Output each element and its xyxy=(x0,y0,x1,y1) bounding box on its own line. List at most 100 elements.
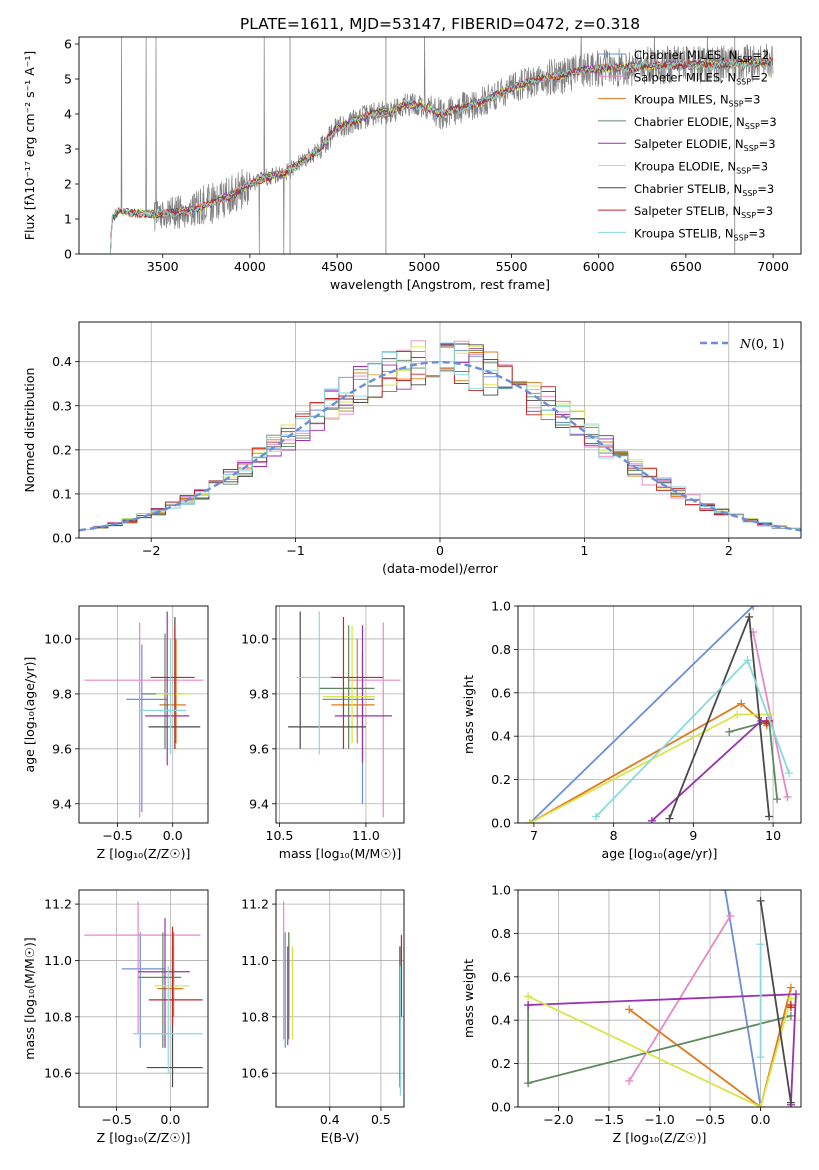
x-tick-label: 0.0 xyxy=(751,1112,771,1127)
legend-label-sub: SSP xyxy=(737,55,752,64)
plot-area xyxy=(110,37,774,254)
x-tick-label: −2 xyxy=(142,543,160,558)
panel-mass-weight-vs-metallicity: −2.0 −1.5 −1.0 −0.5 0.0 0.0 0.2 0.4 0.6 0.8 1.0 Z [… xyxy=(461,883,802,1145)
y-tick-label: 5 xyxy=(64,72,72,87)
y-tick-label: 1 xyxy=(64,212,72,227)
x-tick-label: −0.5 xyxy=(695,1112,725,1127)
figure-title: PLATE=1611, MJD=53147, FIBERID=0472, z=0… xyxy=(240,15,640,33)
weight-line-chab_miles xyxy=(724,890,762,1107)
y-tick-label: 0.3 xyxy=(52,398,72,413)
model-line-krou_stelib xyxy=(110,56,773,254)
axes-frame xyxy=(275,889,405,1108)
x-tick-label: 6000 xyxy=(583,259,615,274)
errorbar-point-salp_stelib xyxy=(150,625,195,749)
legend-label-end: =3 xyxy=(757,182,774,196)
errorbar-point-salp_elodie xyxy=(145,611,190,766)
legend-label-sub: SSP xyxy=(745,122,760,131)
model-line-chab_elodie xyxy=(110,56,774,254)
y-tick-label: 0.1 xyxy=(52,486,72,501)
weight-marker-krou_elodie xyxy=(524,992,533,1001)
legend-label-main: Kroupa STELIB, N xyxy=(634,226,734,240)
errorbar-point-chab_elodie xyxy=(319,625,375,749)
legend-label: Salpeter STELIB, NSSP=3 xyxy=(634,204,773,220)
weight-marker-salp_elodie xyxy=(647,816,656,823)
model-line-salp_stelib xyxy=(110,56,774,254)
legend-label-normal-italic: N xyxy=(739,336,752,351)
legend-label-main: Salpeter STELIB, N xyxy=(634,204,741,218)
y-tick-label: 1.0 xyxy=(491,883,511,898)
y-axis-label: mass [log₁₀(M/M☉)] xyxy=(22,937,37,1059)
model-line-krou_miles xyxy=(110,57,774,254)
axes-frame xyxy=(517,889,802,1108)
y-tick-label: 1.0 xyxy=(491,599,511,614)
weight-marker-krou_stelib xyxy=(756,940,765,949)
y-tick-label: 10.6 xyxy=(241,1066,269,1081)
x-tick-label: 10.5 xyxy=(266,828,294,843)
x-tick-label: 10 xyxy=(765,828,781,843)
weight-marker-salp_miles xyxy=(625,1076,634,1085)
legend-label-main: Chabrier ELODIE, N xyxy=(634,115,745,129)
legend-label-end: =2 xyxy=(752,48,769,62)
y-tick-label: 2 xyxy=(64,177,72,192)
x-tick-label: 7 xyxy=(530,828,538,843)
legend-label-end: =3 xyxy=(744,93,761,107)
y-tick-label: 9.4 xyxy=(249,796,269,811)
x-tick-label: 9 xyxy=(689,828,697,843)
x-tick-label: 1 xyxy=(580,543,588,558)
y-tick-label: 0 xyxy=(64,247,72,262)
model-line-salp_elodie xyxy=(110,57,774,254)
panel-mass-vs-reddening: 0.4 0.5 10.6 10.8 11.0 11.2 E(B-V) xyxy=(241,889,405,1145)
legend-label-end: =3 xyxy=(759,137,776,151)
panel-spectrum: 3500 4000 4500 5000 5500 6000 6500 7000 0 1 2 3 4 5 6 w… xyxy=(22,36,802,292)
y-axis-label: Normed distribution xyxy=(22,368,37,493)
y-tick-label: 10.0 xyxy=(241,631,269,646)
errorbar-point-salp_miles xyxy=(348,622,401,818)
x-tick-label: −1.0 xyxy=(644,1112,674,1127)
panel-mass-vs-metallicity: −0.5 0.0 10.6 10.8 11.0 11.2 Z [log₁₀(Z/Z☉)] ma… xyxy=(22,889,209,1145)
errorbar-point-krou_miles xyxy=(159,638,186,744)
x-axis-label: age [log₁₀(age/yr)] xyxy=(602,846,718,861)
y-axis-label: mass weight xyxy=(461,675,476,754)
y-tick-label: 0.2 xyxy=(491,1056,511,1071)
weight-marker-chab_miles xyxy=(721,890,730,894)
y-tick-label: 9.6 xyxy=(249,741,269,756)
weight-marker-krou_stelib xyxy=(756,1053,765,1062)
plot-area xyxy=(288,611,401,818)
y-tick-label: 9.6 xyxy=(52,741,72,756)
x-axis-label: Z [log₁₀(Z/Z☉)] xyxy=(97,846,191,861)
plot-area xyxy=(524,890,800,1107)
y-tick-label: 0.6 xyxy=(491,685,511,700)
legend-label-main: Kroupa MILES, N xyxy=(634,93,729,107)
weight-marker-krou_miles xyxy=(737,699,746,708)
y-tick-label: 0.4 xyxy=(491,729,511,744)
y-tick-label: 0.2 xyxy=(52,442,72,457)
x-axis-label: wavelength [Angstrom, rest frame] xyxy=(330,277,550,292)
x-tick-label: 8 xyxy=(610,828,618,843)
legend-label-main: Salpeter ELODIE, N xyxy=(634,137,744,151)
x-tick-label: 0.0 xyxy=(163,828,183,843)
x-tick-label: −0.5 xyxy=(101,1112,131,1127)
errorbar-point-krou_stelib xyxy=(132,966,203,1074)
axes-frame xyxy=(78,36,802,255)
y-axis-label: Flux [fλ10⁻¹⁷ erg cm⁻² s⁻¹ A⁻¹] xyxy=(22,51,37,240)
x-tick-label: −1 xyxy=(286,543,304,558)
legend-label-end: =2 xyxy=(751,70,768,84)
legend-label: Salpeter ELODIE, NSSP=3 xyxy=(634,137,776,153)
x-tick-label: 7000 xyxy=(757,259,789,274)
errorbar-point-krou_stelib xyxy=(296,611,332,755)
y-tick-label: 0.6 xyxy=(491,969,511,984)
legend-label-sub: SSP xyxy=(729,100,744,109)
weight-line-krou_miles xyxy=(628,987,792,1107)
weight-marker-salp_elodie xyxy=(791,990,800,999)
weight-marker-krou_miles xyxy=(786,983,795,992)
legend-label-sub: SSP xyxy=(734,233,749,242)
x-axis-label: mass [log₁₀(M/M☉)] xyxy=(279,846,401,861)
x-axis-label: E(B-V) xyxy=(321,1130,360,1145)
y-tick-label: 0.4 xyxy=(491,1013,511,1028)
x-tick-label: 4000 xyxy=(234,259,266,274)
normal-reference-curve xyxy=(79,360,801,532)
weight-marker-salp_stelib xyxy=(786,1003,795,1012)
model-line-chab_stelib xyxy=(110,58,774,254)
weight-line-chab_stelib xyxy=(759,900,792,1103)
